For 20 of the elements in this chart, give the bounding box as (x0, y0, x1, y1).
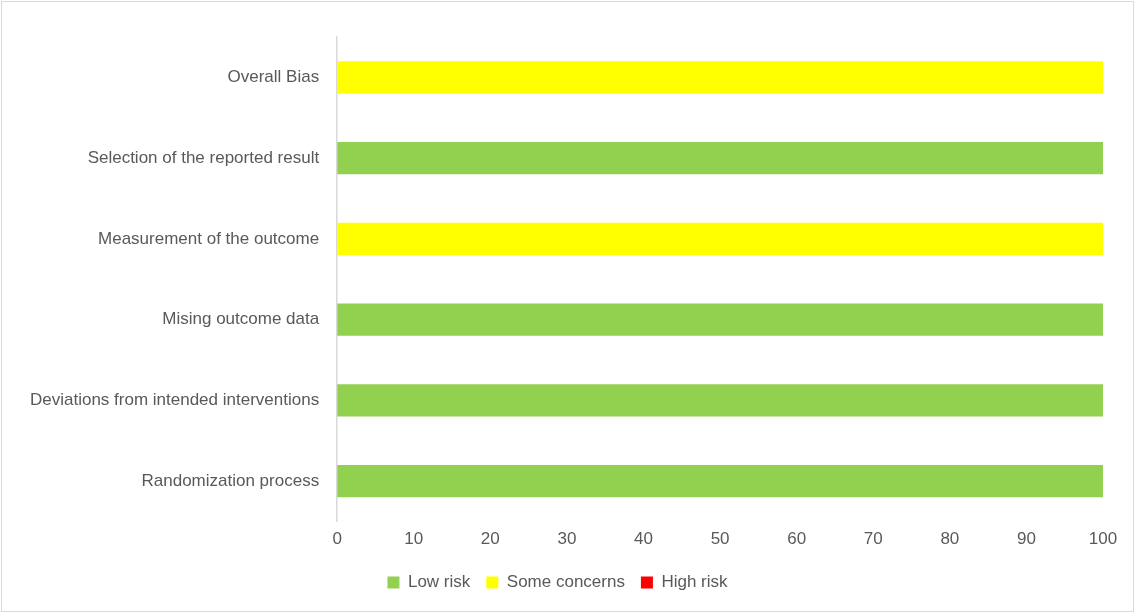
x-tick-label: 70 (863, 529, 883, 549)
x-tick-label: 30 (557, 529, 577, 549)
x-tick-label: 80 (940, 529, 960, 549)
x-tick-label: 60 (787, 529, 807, 549)
x-tick-label: 50 (710, 529, 730, 549)
y-tick-label: Deviations from intended interventions (29, 390, 320, 410)
y-tick-label: Overall Bias (227, 67, 320, 87)
x-tick-label: 0 (332, 529, 342, 549)
legend-label: Low risk (407, 572, 471, 592)
y-tick-label: Selection of the reported result (87, 147, 320, 167)
x-tick-label: 40 (634, 529, 653, 549)
legend-label: High risk (661, 572, 729, 592)
x-tick-label: 20 (480, 529, 500, 549)
legend-label: Some concerns (506, 572, 625, 592)
y-tick-label: Measurement of the outcome (98, 228, 320, 248)
x-tick-label: 10 (404, 529, 424, 549)
y-tick-label: Mising outcome data (162, 309, 320, 329)
x-tick-label: 100 (1088, 529, 1118, 549)
y-tick-label: Randomization process (141, 470, 320, 490)
x-tick-label: 90 (1016, 529, 1036, 549)
